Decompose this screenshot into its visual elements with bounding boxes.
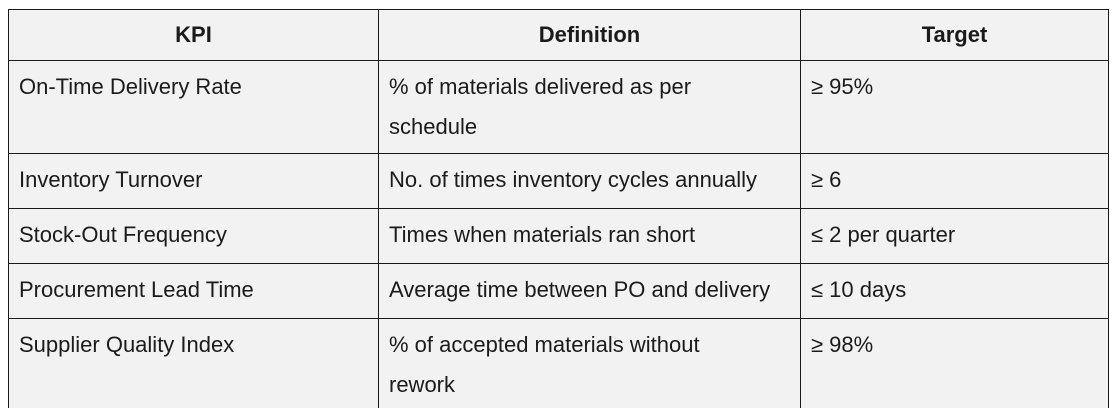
column-header-definition: Definition — [378, 9, 801, 61]
target-cell: ≤ 2 per quarter — [800, 208, 1109, 264]
definition-cell: % of accepted materials without rework — [378, 318, 801, 408]
header-row: KPI Definition Target — [8, 9, 1109, 61]
target-cell: ≤ 10 days — [800, 263, 1109, 319]
kpi-cell: Procurement Lead Time — [8, 263, 379, 319]
definition-cell: No. of times inventory cycles annually — [378, 153, 801, 209]
definition-cell: Average time between PO and delivery — [378, 263, 801, 319]
kpi-cell: Supplier Quality Index — [8, 318, 379, 408]
column-header-target: Target — [800, 9, 1109, 61]
table-row: On-Time Delivery Rate % of materials del… — [8, 60, 1109, 154]
column-header-kpi: KPI — [8, 9, 379, 61]
target-cell: ≥ 6 — [800, 153, 1109, 209]
kpi-cell: On-Time Delivery Rate — [8, 60, 379, 154]
kpi-cell: Stock-Out Frequency — [8, 208, 379, 264]
definition-cell: % of materials delivered as per schedule — [378, 60, 801, 154]
table-row: Stock-Out Frequency Times when materials… — [8, 208, 1109, 264]
table-row: Inventory Turnover No. of times inventor… — [8, 153, 1109, 209]
kpi-cell: Inventory Turnover — [8, 153, 379, 209]
target-cell: ≥ 98% — [800, 318, 1109, 408]
definition-cell: Times when materials ran short — [378, 208, 801, 264]
table-row: Supplier Quality Index % of accepted mat… — [8, 318, 1109, 408]
kpi-table: KPI Definition Target On-Time Delivery R… — [8, 9, 1109, 408]
target-cell: ≥ 95% — [800, 60, 1109, 154]
table-row: Procurement Lead Time Average time betwe… — [8, 263, 1109, 319]
